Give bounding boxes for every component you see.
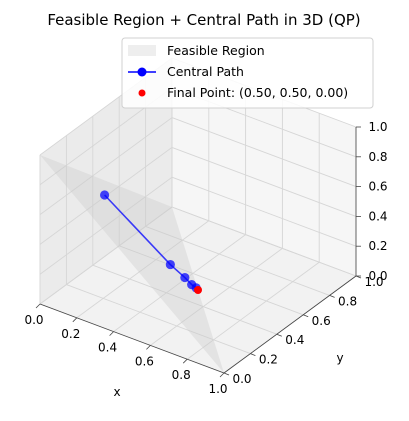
legend: Feasible Region Central Path Final Point…: [121, 37, 374, 109]
grid-floor-x: [76, 220, 210, 319]
x-tick-mark: [182, 358, 188, 364]
grid-back-z: [171, 146, 357, 217]
x-tick-mark: [109, 331, 114, 336]
grid-back-z: [171, 176, 357, 247]
grid-floor-x: [113, 234, 246, 332]
y-axis-label: y: [336, 351, 343, 365]
legend-label-final-point: Final Point: (0.50, 0.50, 0.00): [167, 85, 348, 100]
grid-floor-x: [186, 261, 320, 360]
x-axis-line: [39, 303, 225, 374]
grid-back-z: [171, 117, 357, 188]
grid-floor-y: [119, 245, 304, 316]
central-path-point: [100, 190, 110, 200]
legend-swatch-central-path-marker: [137, 67, 147, 77]
z-tick-label: 0.8: [368, 150, 387, 164]
legend-frame: [121, 37, 374, 109]
feasible-region-surface: [40, 155, 224, 373]
x-tick-label: 0.2: [61, 327, 80, 341]
x-tick-label: 1.0: [208, 382, 227, 396]
z-tick-label: 0.2: [368, 239, 387, 253]
legend-swatch-feasible-region: [128, 45, 156, 56]
x-tick-mark: [72, 317, 78, 323]
z-tick-label: 0.6: [368, 180, 387, 194]
grid-left-z: [39, 176, 173, 275]
z-tick-label: 0.4: [368, 209, 387, 223]
y-tick-label: 0.6: [312, 314, 331, 328]
x-tick-label: 0.4: [98, 341, 117, 355]
grid-floor-y: [171, 206, 357, 277]
x-tick-mark: [219, 372, 225, 378]
x-tick-mark: [146, 345, 151, 350]
z-tick-label: 0.0: [368, 269, 387, 283]
legend-label-central-path: Central Path: [167, 64, 244, 79]
grid-floor-x: [150, 248, 283, 346]
central-path-point: [180, 272, 190, 283]
central-path-point: [165, 259, 175, 270]
legend-swatch-final-point: [138, 89, 146, 97]
y-tick-label: 0.0: [232, 372, 251, 386]
x-tick-mark: [35, 303, 41, 309]
grid-floor-y: [66, 284, 251, 355]
x-axis-label: x: [113, 385, 120, 399]
y-tick-label: 1.0: [364, 275, 383, 289]
y-tick-mark: [223, 372, 230, 376]
y-axis-line: [223, 275, 357, 374]
y-tick-mark: [276, 333, 282, 337]
grid-floor-y: [92, 264, 277, 335]
legend-label-feasible-region: Feasible Region: [167, 43, 265, 58]
y-tick-label: 0.8: [338, 294, 357, 308]
y-tick-label: 0.4: [285, 333, 304, 347]
y-tick-mark: [329, 295, 335, 298]
y-tick-mark: [303, 314, 309, 318]
left-pane: [40, 58, 172, 304]
grid-left-z: [39, 117, 173, 215]
x-tick-label: 0.6: [135, 354, 154, 368]
plot-area: [40, 155, 224, 373]
back-pane: [172, 58, 356, 276]
z-tick-label: 1.0: [368, 120, 387, 134]
x-tick-label: 0.8: [172, 368, 191, 382]
x-tick-label: 0.0: [24, 313, 43, 327]
y-tick-label: 0.2: [259, 353, 278, 367]
grid-left-z: [39, 206, 173, 305]
axis-edges: [39, 127, 357, 374]
grid-floor-y: [145, 225, 330, 296]
final-point-marker: [194, 286, 202, 294]
chart-title: Feasible Region + Central Path in 3D (QP…: [47, 11, 360, 29]
tick-labels: 0.00.20.40.60.81.00.00.20.40.60.81.00.00…: [24, 120, 387, 396]
y-tick-mark: [250, 353, 256, 356]
